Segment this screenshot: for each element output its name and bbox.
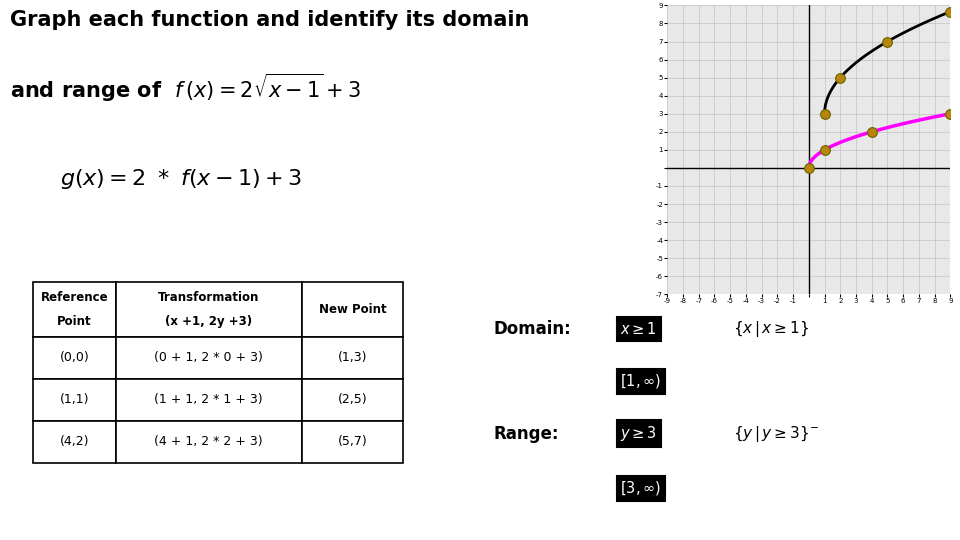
Bar bbox=[301, 282, 403, 336]
Text: (1 + 1, 2 * 1 + 3): (1 + 1, 2 * 1 + 3) bbox=[155, 393, 263, 406]
Bar bbox=[116, 336, 301, 379]
Bar bbox=[34, 336, 116, 379]
Text: and range of  $f\,(x)=2\sqrt{x-1}+3$: and range of $f\,(x)=2\sqrt{x-1}+3$ bbox=[10, 72, 361, 104]
Text: (0 + 1, 2 * 0 + 3): (0 + 1, 2 * 0 + 3) bbox=[155, 351, 263, 364]
Text: Reference: Reference bbox=[40, 291, 108, 304]
Bar bbox=[116, 421, 301, 462]
Bar bbox=[34, 421, 116, 462]
Text: Range:: Range: bbox=[493, 424, 560, 442]
Text: $[1,\infty)$: $[1,\infty)$ bbox=[620, 372, 661, 390]
Text: Point: Point bbox=[58, 315, 92, 328]
Bar bbox=[301, 421, 403, 462]
Text: Graph each function and identify its domain: Graph each function and identify its dom… bbox=[10, 10, 529, 30]
Text: $[3,\infty)$: $[3,\infty)$ bbox=[620, 479, 661, 497]
Bar bbox=[301, 379, 403, 421]
Text: (0,0): (0,0) bbox=[60, 351, 89, 364]
Text: $y\geq3$: $y\geq3$ bbox=[620, 424, 658, 443]
Text: $\{x\,|\,x\geq1\}$: $\{x\,|\,x\geq1\}$ bbox=[733, 319, 809, 339]
Text: Domain:: Domain: bbox=[493, 320, 571, 338]
Text: (4 + 1, 2 * 2 + 3): (4 + 1, 2 * 2 + 3) bbox=[155, 435, 263, 448]
Text: New Point: New Point bbox=[319, 303, 386, 316]
Text: (4,2): (4,2) bbox=[60, 435, 89, 448]
Bar bbox=[301, 336, 403, 379]
Text: (2,5): (2,5) bbox=[338, 393, 367, 406]
Bar bbox=[34, 379, 116, 421]
Bar bbox=[34, 282, 116, 336]
Text: $\{y\,|\,y\geq3\}^{-}$: $\{y\,|\,y\geq3\}^{-}$ bbox=[733, 423, 819, 443]
Bar bbox=[116, 379, 301, 421]
Text: Transformation: Transformation bbox=[158, 291, 259, 304]
Text: $g(x) = 2\ *\ f(x-1)+3$: $g(x) = 2\ *\ f(x-1)+3$ bbox=[60, 167, 301, 191]
Text: $x\geq1$: $x\geq1$ bbox=[620, 321, 657, 337]
Bar bbox=[116, 282, 301, 336]
Text: (x +1, 2y +3): (x +1, 2y +3) bbox=[165, 315, 252, 328]
Text: (1,1): (1,1) bbox=[60, 393, 89, 406]
Text: (5,7): (5,7) bbox=[338, 435, 367, 448]
Text: (1,3): (1,3) bbox=[338, 351, 367, 364]
